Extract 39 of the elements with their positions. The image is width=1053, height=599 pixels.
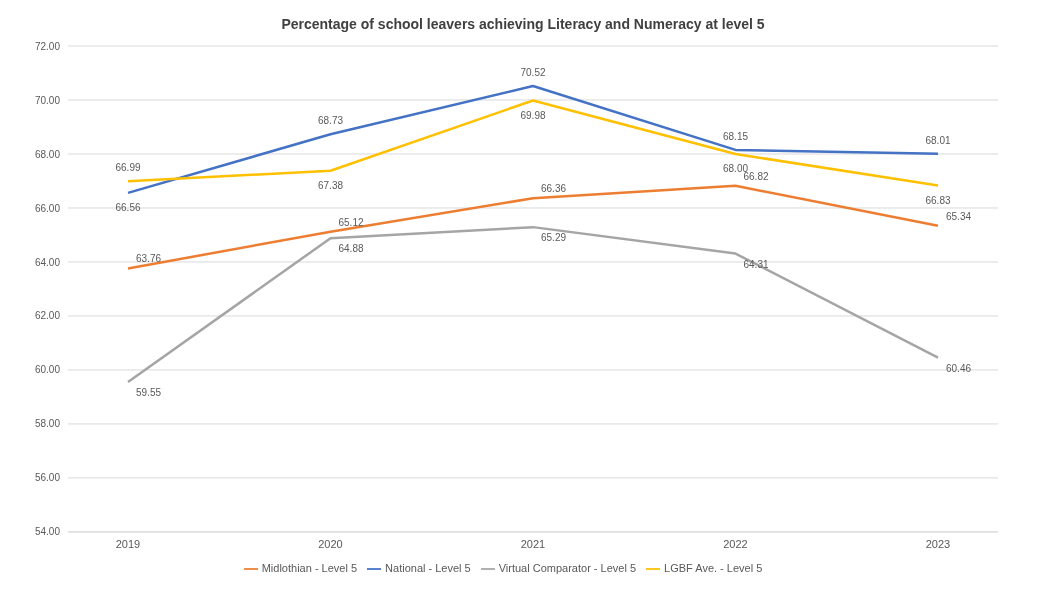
y-tick-label: 54.00 — [34, 526, 61, 538]
data-label: 69.98 — [520, 109, 546, 121]
y-tick-label: 62.00 — [34, 310, 61, 322]
data-label: 63.76 — [136, 253, 162, 265]
data-label: 70.52 — [520, 66, 546, 78]
legend-label: LGBF Ave. - Level 5 — [664, 561, 763, 574]
data-label: 67.38 — [317, 179, 344, 191]
x-tick-label: 2021 — [520, 537, 546, 550]
y-tick-label: 56.00 — [34, 472, 61, 484]
y-tick-label: 68.00 — [34, 148, 61, 160]
data-label: 68.73 — [317, 115, 344, 127]
data-label: 60.46 — [946, 362, 972, 374]
y-tick-label: 72.00 — [34, 40, 61, 52]
legend-label: Virtual Comparator - Level 5 — [498, 561, 637, 574]
data-label: 66.56 — [115, 201, 141, 213]
data-label: 65.34 — [946, 210, 972, 222]
x-tick-label: 2022 — [723, 537, 748, 550]
data-label: 66.99 — [115, 162, 141, 174]
y-tick-label: 60.00 — [34, 364, 61, 376]
data-label: 64.88 — [338, 243, 364, 255]
legend-label: Midlothian - Level 5 — [261, 561, 358, 574]
data-label: 66.83 — [925, 194, 951, 206]
data-label: 65.29 — [541, 232, 567, 244]
y-tick-label: 64.00 — [34, 256, 61, 268]
legend-label: National - Level 5 — [385, 561, 471, 574]
line-series — [126, 225, 940, 384]
data-label: 59.55 — [136, 387, 162, 399]
data-label: 68.01 — [925, 134, 951, 146]
chart-title: Percentage of school leavers achieving Literacy and Numeracy at level 5 — [280, 15, 766, 34]
y-tick-label: 66.00 — [34, 202, 61, 214]
data-label: 66.36 — [541, 183, 567, 195]
x-tick-label: 2020 — [318, 537, 343, 550]
y-tick-label: 58.00 — [34, 418, 61, 430]
data-label: 68.15 — [722, 130, 749, 142]
data-label: 65.12 — [338, 216, 364, 228]
y-tick-label: 70.00 — [34, 94, 61, 106]
x-tick-label: 2019 — [115, 537, 141, 550]
data-label: 64.31 — [743, 258, 769, 270]
x-tick-label: 2023 — [925, 537, 951, 550]
